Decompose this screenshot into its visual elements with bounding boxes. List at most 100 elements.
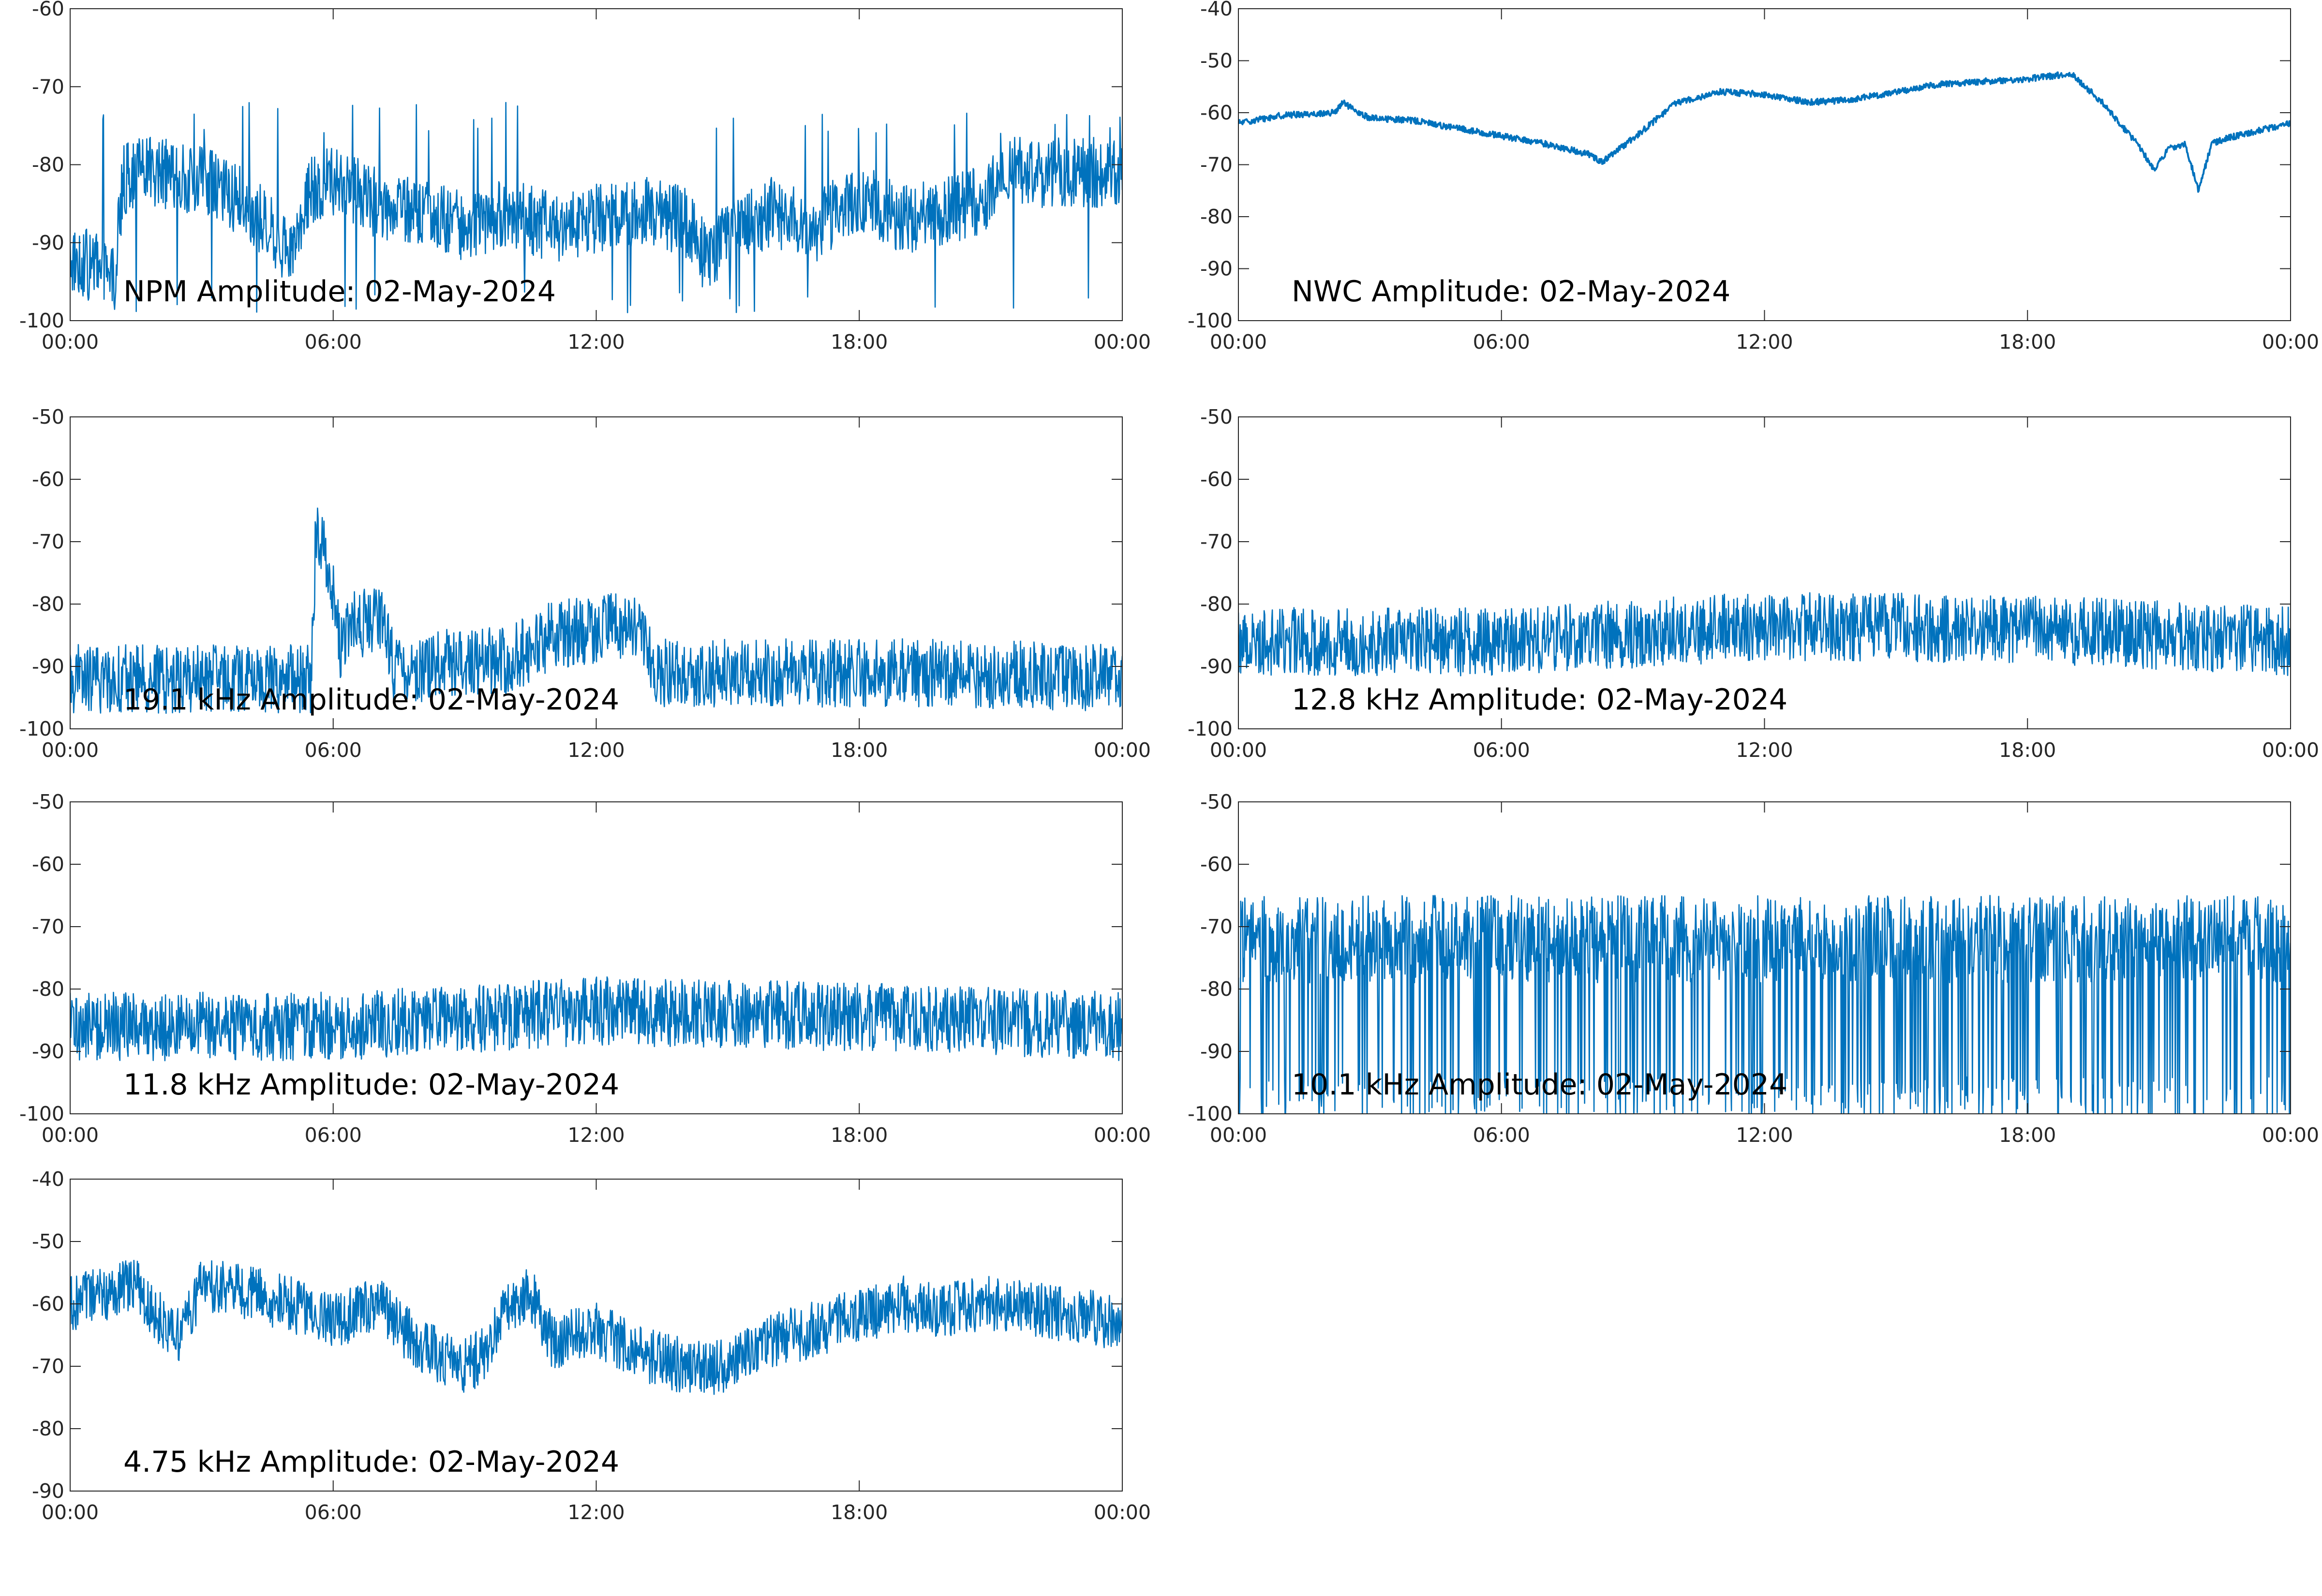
x-tick-label: 18:00: [831, 330, 888, 354]
panel-title: 10.1 kHz Amplitude: 02-May-2024: [1292, 1068, 1787, 1102]
y-tick-label: -80: [32, 1417, 64, 1440]
y-tick-label: -70: [32, 530, 64, 553]
y-tick-label: -100: [1188, 309, 1233, 332]
panel-title: NWC Amplitude: 02-May-2024: [1292, 275, 1730, 309]
y-tick-label: -60: [32, 468, 64, 491]
panel-title: 4.75 kHz Amplitude: 02-May-2024: [123, 1445, 619, 1479]
y-tick-label: -70: [32, 915, 64, 938]
y-tick-label: -70: [1200, 915, 1233, 938]
y-tick-label: -50: [32, 1230, 64, 1253]
series-line: [1238, 895, 2291, 1114]
panel-1: 00:00 06:00 12:00 18:00 00:00-100-90-80-70-6…: [19, 0, 1151, 354]
y-tick-label: -100: [19, 1102, 64, 1125]
y-tick-label: -90: [32, 655, 64, 678]
y-tick-label: -50: [32, 790, 64, 813]
x-tick-label: 00:00: [1210, 739, 1267, 762]
y-tick-label: -50: [1200, 790, 1233, 813]
y-tick-label: -90: [32, 1040, 64, 1063]
y-tick-label: -40: [1200, 0, 1233, 20]
y-tick-label: -80: [1200, 592, 1233, 616]
y-tick-label: -70: [32, 75, 64, 98]
x-tick-label: 12:00: [1736, 739, 1793, 762]
x-tick-label: 18:00: [1999, 1123, 2056, 1147]
y-tick-label: -60: [1200, 853, 1233, 876]
y-tick-label: -60: [1200, 468, 1233, 491]
panel-3: 00:00 06:00 12:00 18:00 00:00-100-90-80-70-6…: [19, 405, 1151, 762]
x-tick-label: 00:00: [2262, 1123, 2319, 1147]
y-tick-label: -80: [1200, 977, 1233, 1001]
x-tick-label: 00:00: [1094, 1123, 1151, 1147]
y-tick-label: -100: [19, 309, 64, 332]
y-tick-label: -50: [1200, 49, 1233, 73]
y-tick-label: -100: [1188, 1102, 1233, 1125]
x-tick-label: 00:00: [1094, 330, 1151, 354]
y-tick-label: -50: [32, 405, 64, 429]
x-tick-label: 00:00: [42, 739, 99, 762]
y-tick-label: -80: [1200, 205, 1233, 228]
y-tick-label: -90: [1200, 1040, 1233, 1063]
series-line: [70, 507, 1122, 714]
x-tick-label: 12:00: [567, 1123, 625, 1147]
x-tick-label: 06:00: [305, 739, 362, 762]
x-tick-label: 18:00: [831, 1501, 888, 1524]
series-line: [70, 102, 1122, 313]
panel-title: 19.1 kHz Amplitude: 02-May-2024: [123, 683, 619, 717]
y-tick-label: -80: [32, 153, 64, 177]
panel-7: 00:00 06:00 12:00 18:00 00:00-90-80-70-60-50…: [32, 1167, 1151, 1524]
x-tick-label: 00:00: [1094, 739, 1151, 762]
x-tick-label: 00:00: [2262, 330, 2319, 354]
x-tick-label: 18:00: [831, 1123, 888, 1147]
x-tick-label: 06:00: [305, 330, 362, 354]
x-tick-label: 12:00: [1736, 330, 1793, 354]
series-line: [1238, 592, 2291, 677]
y-tick-label: -90: [1200, 655, 1233, 678]
y-tick-label: -90: [1200, 257, 1233, 281]
panel-6: 00:00 06:00 12:00 18:00 00:00-100-90-80-70-6…: [1188, 790, 2319, 1147]
series-line: [70, 1259, 1122, 1395]
x-tick-label: 00:00: [1094, 1501, 1151, 1524]
y-tick-label: -60: [32, 853, 64, 876]
x-tick-label: 18:00: [1999, 330, 2056, 354]
y-tick-label: -90: [32, 231, 64, 254]
panel-title: 11.8 kHz Amplitude: 02-May-2024: [123, 1068, 619, 1102]
y-tick-label: -70: [1200, 530, 1233, 553]
x-tick-label: 12:00: [567, 330, 625, 354]
panel-title: 12.8 kHz Amplitude: 02-May-2024: [1292, 683, 1787, 717]
series-line: [1238, 71, 2291, 193]
panel-title: NPM Amplitude: 02-May-2024: [123, 275, 556, 309]
panel-4: 00:00 06:00 12:00 18:00 00:00-100-90-80-70-6…: [1188, 405, 2319, 762]
y-tick-label: -80: [32, 592, 64, 616]
y-tick-label: -80: [32, 977, 64, 1001]
y-tick-label: -60: [32, 0, 64, 20]
x-tick-label: 12:00: [1736, 1123, 1793, 1147]
x-tick-label: 12:00: [567, 739, 625, 762]
x-tick-label: 06:00: [1473, 1123, 1530, 1147]
y-tick-label: -40: [32, 1167, 64, 1191]
x-tick-label: 00:00: [42, 330, 99, 354]
y-tick-label: -70: [1200, 153, 1233, 177]
x-tick-label: 00:00: [42, 1123, 99, 1147]
x-tick-label: 00:00: [1210, 1123, 1267, 1147]
y-tick-label: -70: [32, 1355, 64, 1378]
x-tick-label: 12:00: [567, 1501, 625, 1524]
panel-2: 00:00 06:00 12:00 18:00 00:00-100-90-80-70-6…: [1188, 0, 2319, 354]
x-tick-label: 00:00: [1210, 330, 1267, 354]
y-tick-label: -60: [32, 1292, 64, 1315]
x-tick-label: 06:00: [1473, 739, 1530, 762]
y-tick-label: -60: [1200, 101, 1233, 124]
series-line: [70, 976, 1122, 1062]
x-tick-label: 00:00: [2262, 739, 2319, 762]
x-tick-label: 18:00: [1999, 739, 2056, 762]
x-tick-label: 06:00: [1473, 330, 1530, 354]
x-tick-label: 18:00: [831, 739, 888, 762]
panel-5: 00:00 06:00 12:00 18:00 00:00-100-90-80-70-6…: [19, 790, 1151, 1147]
y-tick-label: -100: [1188, 717, 1233, 740]
y-tick-label: -100: [19, 717, 64, 740]
x-tick-label: 06:00: [305, 1501, 362, 1524]
y-tick-label: -90: [32, 1479, 64, 1503]
x-tick-label: 00:00: [42, 1501, 99, 1524]
panels: 00:00 06:00 12:00 18:00 00:00-100-90-80-70-6…: [19, 0, 2319, 1524]
x-tick-label: 06:00: [305, 1123, 362, 1147]
